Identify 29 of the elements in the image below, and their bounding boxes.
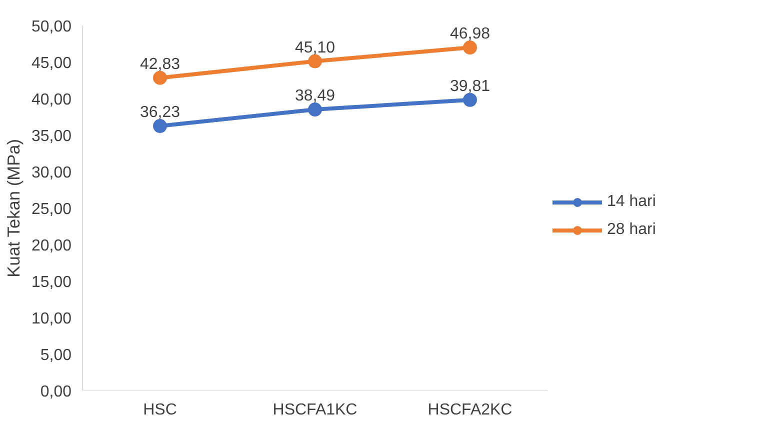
data-label: 36,23 <box>140 104 180 122</box>
y-axis-title: Kuat Tekan (MPa) <box>3 138 24 278</box>
data-label: 39,81 <box>450 78 490 95</box>
y-tick-label: 20,00 <box>31 238 72 254</box>
y-tick-label: 40,00 <box>31 92 72 108</box>
y-tick-label: 0,00 <box>40 384 72 400</box>
data-label: 45,10 <box>294 39 336 56</box>
y-tick-label: 15,00 <box>31 274 72 291</box>
point <box>463 92 477 107</box>
x-tick-label: HSC <box>143 402 177 418</box>
x-tick-label: HSCFA2KC <box>428 402 512 418</box>
x-tick-label: HSCFA1KC <box>272 402 358 418</box>
data-label: 42,83 <box>140 56 180 73</box>
data-label: 38,49 <box>294 88 336 105</box>
point <box>153 119 167 134</box>
legend-label: 14 hari <box>607 193 656 211</box>
data-label: 46,98 <box>450 26 490 43</box>
point <box>463 40 477 55</box>
y-tick-label: 25,00 <box>31 201 72 218</box>
y-tick-label: 30,00 <box>31 164 72 182</box>
y-tick-label: 10,00 <box>31 310 72 328</box>
y-tick-label: 45,00 <box>31 55 72 72</box>
y-tick-label: 35,00 <box>31 128 72 145</box>
point <box>308 102 322 117</box>
legend-label: 28 hari <box>607 221 656 239</box>
y-tick-label: 50,00 <box>31 18 72 36</box>
point <box>308 54 322 68</box>
point <box>153 70 167 85</box>
y-tick-label: 5,00 <box>40 347 72 364</box>
